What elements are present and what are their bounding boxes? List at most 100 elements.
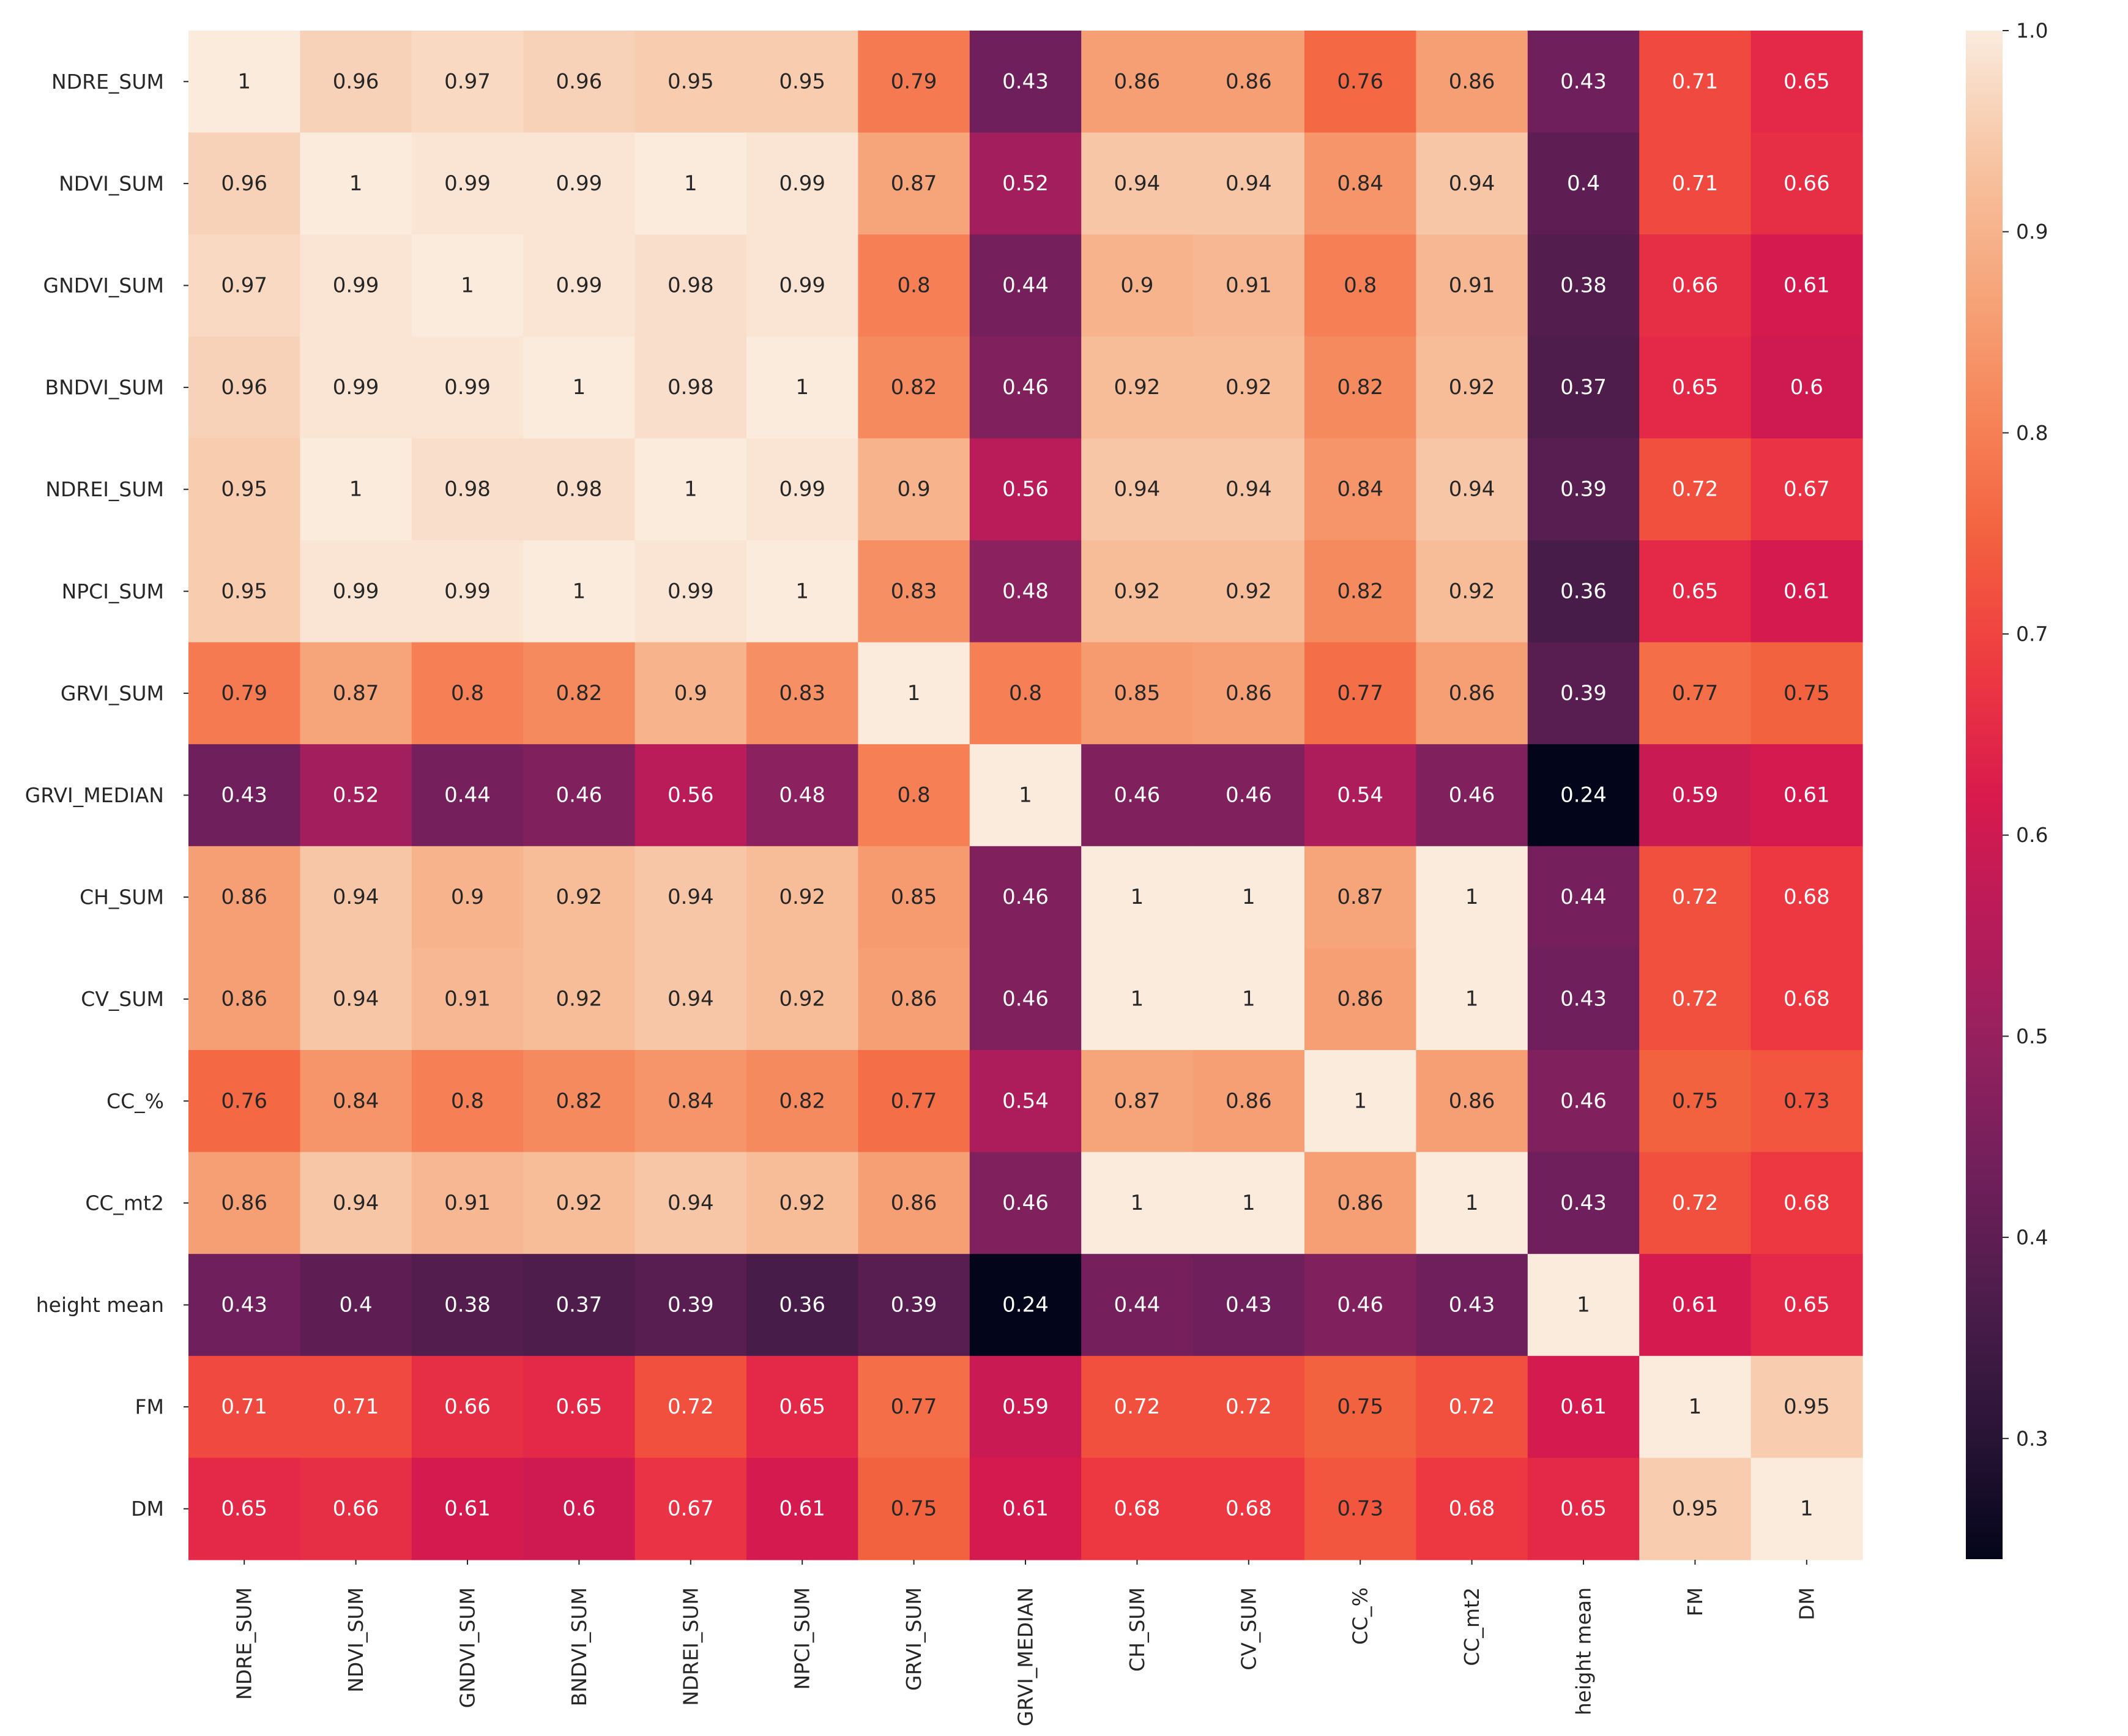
- heatmap-cell: [188, 1458, 300, 1560]
- cell-value-label: 0.44: [1114, 1293, 1161, 1317]
- colorbar: 0.3 0.4 0.5 0.6 0.7 0.8 0.9 1.0: [1966, 19, 2048, 1559]
- heatmap-cell: [969, 1254, 1082, 1357]
- cell-value-label: 1: [1689, 1395, 1702, 1419]
- x-tick-label: NPCI_SUM: [791, 1587, 814, 1689]
- cell-value-label: 1: [907, 681, 921, 706]
- cell-value-label: 0.95: [221, 477, 267, 502]
- heatmap-cell: [858, 540, 970, 643]
- cell-value-label: 0.61: [1784, 783, 1830, 808]
- heatmap-cell: [634, 1355, 747, 1458]
- cell-value-label: 0.94: [333, 1191, 379, 1215]
- colorbar-tick-label: 0.9: [2016, 220, 2048, 244]
- heatmap-cell: [969, 846, 1082, 948]
- x-tick-label: NDREI_SUM: [679, 1587, 702, 1706]
- cell-value-label: 0.99: [444, 579, 491, 603]
- heatmap-cell: [858, 642, 970, 745]
- x-tick-label: GRVI_MEDIAN: [1014, 1587, 1038, 1726]
- cell-value-label: 1: [1353, 1089, 1367, 1113]
- cell-value-label: 0.92: [779, 987, 825, 1011]
- cell-value-label: 0.76: [221, 1089, 267, 1113]
- heatmap-cell: [1304, 948, 1416, 1051]
- cell-value-label: 0.86: [1226, 1089, 1272, 1113]
- heatmap-cell: [300, 132, 412, 235]
- y-tick-label: NDVI_SUM: [59, 171, 164, 195]
- heatmap-cell: [1192, 1355, 1305, 1458]
- heatmap-cell: [523, 948, 636, 1051]
- heatmap-cell: [1527, 438, 1640, 541]
- heatmap-cell: [1750, 948, 1863, 1051]
- heatmap-cell: [1416, 846, 1528, 948]
- cell-value-label: 0.44: [444, 783, 491, 808]
- heatmap-cell: [746, 1152, 858, 1254]
- heatmap-cell: [1416, 234, 1528, 337]
- cell-value-label: 0.99: [779, 171, 825, 196]
- heatmap-cell: [1750, 234, 1863, 337]
- cell-value-label: 0.68: [1784, 885, 1830, 909]
- cell-value-label: 0.94: [333, 885, 379, 909]
- heatmap-cell: [634, 1050, 747, 1153]
- cell-value-label: 0.86: [221, 1191, 267, 1215]
- y-tick-label: CH_SUM: [80, 885, 164, 909]
- heatmap-cell: [1527, 336, 1640, 439]
- heatmap-cell: [1416, 540, 1528, 643]
- cell-value-label: 0.92: [1114, 579, 1161, 603]
- heatmap-cell: [969, 438, 1082, 541]
- heatmap-cell: [634, 1254, 747, 1357]
- cell-value-label: 0.99: [668, 579, 714, 603]
- cell-value-label: 0.92: [1449, 579, 1495, 603]
- cell-value-label: 0.66: [1784, 171, 1830, 196]
- x-tick-label: CC_%: [1349, 1587, 1372, 1645]
- heatmap-cell: [1750, 1355, 1863, 1458]
- heatmap-cell: [188, 438, 300, 541]
- heatmap-cell: [969, 132, 1082, 235]
- cell-value-label: 0.99: [444, 171, 491, 196]
- cell-value-label: 0.65: [1560, 1497, 1607, 1521]
- heatmap-cell: [1416, 1355, 1528, 1458]
- cell-value-label: 0.87: [891, 171, 937, 196]
- cell-value-label: 0.54: [1337, 783, 1383, 808]
- heatmap-cell: [1192, 1254, 1305, 1357]
- heatmap-cell: [746, 642, 858, 745]
- cell-value-label: 0.8: [1344, 274, 1377, 298]
- heatmap-cell: [1527, 642, 1640, 745]
- cell-value-label: 0.8: [451, 681, 484, 706]
- heatmap-cell: [1750, 1050, 1863, 1153]
- cell-value-label: 0.92: [779, 885, 825, 909]
- x-tick-label: FM: [1683, 1587, 1707, 1616]
- cell-value-label: 0.82: [556, 1089, 603, 1113]
- heatmap-cell: [1527, 1458, 1640, 1560]
- cell-value-label: 0.82: [556, 681, 603, 706]
- heatmap-cell: [1192, 132, 1305, 235]
- heatmap-cell: [1304, 846, 1416, 948]
- heatmap-cell: [1304, 642, 1416, 745]
- cell-value-label: 0.94: [333, 987, 379, 1011]
- heatmap-cell: [746, 336, 858, 439]
- cell-value-label: 0.95: [668, 69, 714, 94]
- cell-value-label: 0.82: [779, 1089, 825, 1113]
- heatmap-cell: [1192, 336, 1305, 439]
- heatmap-cell: [300, 31, 412, 133]
- heatmap-cell: [746, 1458, 858, 1560]
- cell-value-label: 0.46: [556, 783, 603, 808]
- heatmap-cell: [1081, 336, 1194, 439]
- heatmap-cell: [188, 1355, 300, 1458]
- cell-value-label: 0.77: [891, 1089, 937, 1113]
- cell-value-label: 0.72: [668, 1395, 714, 1419]
- cell-value-label: 0.43: [1449, 1293, 1495, 1317]
- heatmap-cell: [858, 234, 970, 337]
- heatmap-cell: [1527, 234, 1640, 337]
- heatmap-cell: [1639, 336, 1752, 439]
- heatmap-cell: [969, 1050, 1082, 1153]
- heatmap-cell: [523, 1050, 636, 1153]
- x-tick-label: CH_SUM: [1125, 1587, 1149, 1672]
- y-tick-label: NDRE_SUM: [51, 70, 164, 94]
- x-tick-label: DM: [1795, 1587, 1818, 1620]
- cell-value-label: 0.68: [1114, 1497, 1161, 1521]
- heatmap-cell: [1750, 132, 1863, 235]
- cell-value-label: 0.8: [898, 274, 931, 298]
- cell-value-label: 0.61: [1560, 1395, 1607, 1419]
- cell-value-label: 0.83: [891, 579, 937, 603]
- cell-value-label: 0.98: [668, 274, 714, 298]
- heatmap-cell: [746, 846, 858, 948]
- cell-value-label: 0.92: [1226, 375, 1272, 400]
